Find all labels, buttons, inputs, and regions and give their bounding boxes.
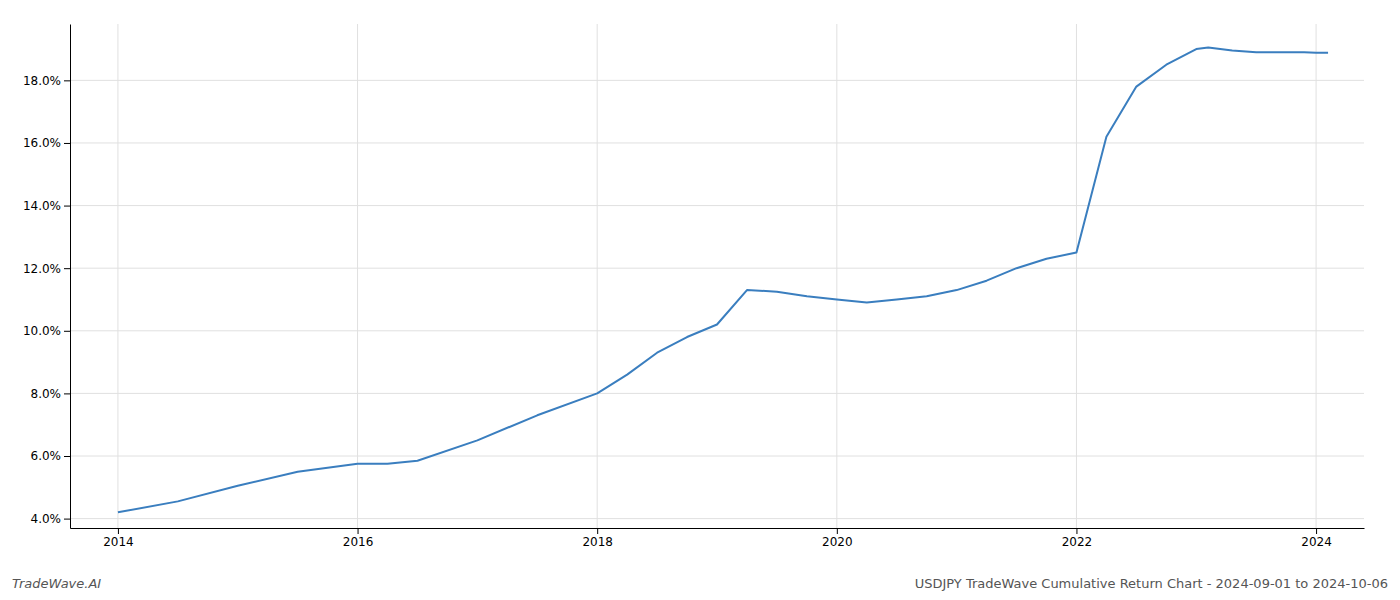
plot: 2014 2016 2018 2020 2022 2024 4.0% 6.0% 8.0% 10.0…	[23, 24, 1365, 549]
tick-label: 2024	[1301, 535, 1332, 549]
grid-line-y	[70, 518, 1364, 519]
tick-label: 2014	[103, 535, 134, 549]
tick-mark	[64, 143, 70, 144]
grid-line-x	[597, 24, 598, 528]
x-axis: 2014 2016 2018 2020 2022 2024	[71, 528, 1365, 549]
tick-mark	[64, 519, 70, 520]
grid-line-y	[70, 205, 1364, 206]
grid-line-y	[70, 142, 1364, 143]
y-tick: 12.0%	[23, 262, 70, 276]
grid-line-x	[1076, 24, 1077, 528]
grid-line-y	[70, 268, 1364, 269]
tick-mark	[64, 206, 70, 207]
tick-mark	[118, 528, 119, 534]
axis-line	[70, 25, 71, 529]
x-tick: 2016	[343, 528, 374, 549]
tick-label: 10.0%	[23, 324, 61, 338]
grid	[70, 24, 1364, 528]
chart: 2014 2016 2018 2020 2022 2024 4.0% 6.0% 8.0% 10.0…	[0, 0, 1400, 600]
tick-mark	[597, 528, 598, 534]
axis-line	[71, 528, 1365, 529]
x-tick: 2022	[1062, 528, 1093, 549]
tick-mark	[64, 268, 70, 269]
grid-line-y	[70, 456, 1364, 457]
grid-line-y	[70, 393, 1364, 394]
tick-mark	[1316, 528, 1317, 534]
y-axis: 4.0% 6.0% 8.0% 10.0% 12.0% 14.0% 16.0% 18.0%	[23, 25, 71, 529]
footer-right: USDJPY TradeWave Cumulative Return Chart…	[915, 576, 1388, 591]
tick-mark	[1076, 528, 1077, 534]
marks	[118, 47, 1328, 512]
tick-label: 2018	[582, 535, 613, 549]
grid-line-x	[357, 24, 358, 528]
tick-label: 14.0%	[23, 199, 61, 213]
tick-label: 2022	[1062, 535, 1093, 549]
tick-label: 18.0%	[23, 74, 61, 88]
grid-line-y	[70, 330, 1364, 331]
grid-line-x	[117, 24, 118, 528]
tick-mark	[64, 393, 70, 394]
tick-label: 2016	[343, 535, 374, 549]
tick-mark	[64, 456, 70, 457]
tick-mark	[64, 80, 70, 81]
tick-label: 8.0%	[31, 387, 62, 401]
grid-line-x	[1316, 24, 1317, 528]
footer-left: TradeWave.AI	[12, 576, 101, 591]
x-tick: 2020	[822, 528, 853, 549]
tick-mark	[64, 331, 70, 332]
grid-line-y	[70, 80, 1364, 81]
y-tick: 16.0%	[23, 136, 70, 150]
y-tick: 8.0%	[31, 387, 71, 401]
tick-mark	[837, 528, 838, 534]
line	[118, 47, 1328, 512]
tick-mark	[358, 528, 359, 534]
y-tick: 14.0%	[23, 199, 70, 213]
x-tick: 2014	[103, 528, 134, 549]
tick-label: 12.0%	[23, 262, 61, 276]
tick-label: 6.0%	[31, 449, 62, 463]
y-tick: 18.0%	[23, 74, 70, 88]
y-tick: 10.0%	[23, 324, 70, 338]
y-tick: 4.0%	[31, 512, 71, 526]
grid-line-x	[836, 24, 837, 528]
tick-label: 4.0%	[31, 512, 62, 526]
tick-label: 2020	[822, 535, 853, 549]
x-tick: 2018	[582, 528, 613, 549]
y-tick: 6.0%	[31, 449, 71, 463]
tick-label: 16.0%	[23, 136, 61, 150]
x-tick: 2024	[1301, 528, 1332, 549]
